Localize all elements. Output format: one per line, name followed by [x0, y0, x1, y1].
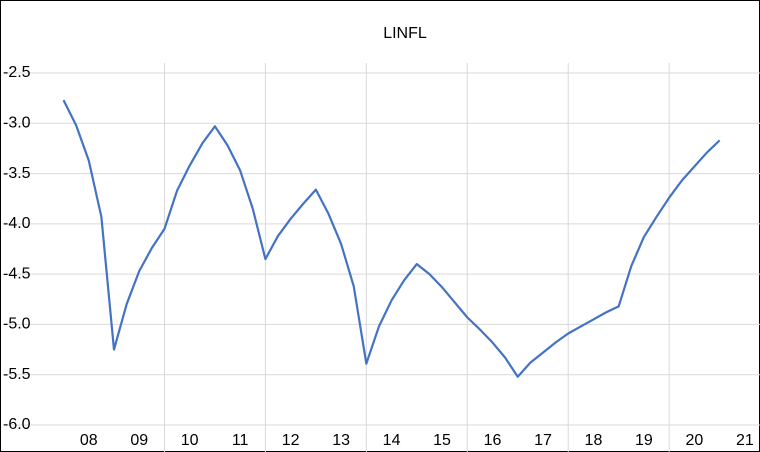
x-tick-label: 12 — [282, 432, 300, 449]
x-tick-label: 19 — [635, 432, 653, 449]
x-tick-label: 20 — [685, 432, 703, 449]
chart-title: LINFL — [383, 25, 427, 42]
x-tick-label: 11 — [232, 432, 249, 449]
y-tick-label: -5.0 — [3, 316, 31, 333]
x-tick-label: 17 — [534, 432, 552, 449]
y-tick-label: -5.5 — [3, 366, 31, 383]
x-tick-label: 10 — [181, 432, 199, 449]
y-tick-label: -2.5 — [3, 64, 31, 81]
x-tick-label: 15 — [433, 432, 451, 449]
x-tick-label: 14 — [383, 432, 401, 449]
y-tick-label: -4.5 — [3, 265, 31, 282]
x-tick-label: 21 — [736, 432, 754, 449]
x-tick-label: 08 — [80, 432, 98, 449]
y-tick-label: -3.5 — [3, 165, 31, 182]
x-tick-label: 18 — [585, 432, 603, 449]
x-tick-label: 13 — [332, 432, 350, 449]
x-tick-label: 16 — [484, 432, 502, 449]
data-line — [62, 99, 721, 378]
y-tick-label: -6.0 — [3, 416, 31, 433]
y-tick-label: -3.0 — [3, 115, 31, 132]
x-tick-label: 09 — [130, 432, 148, 449]
y-tick-label: -4.0 — [3, 215, 31, 232]
